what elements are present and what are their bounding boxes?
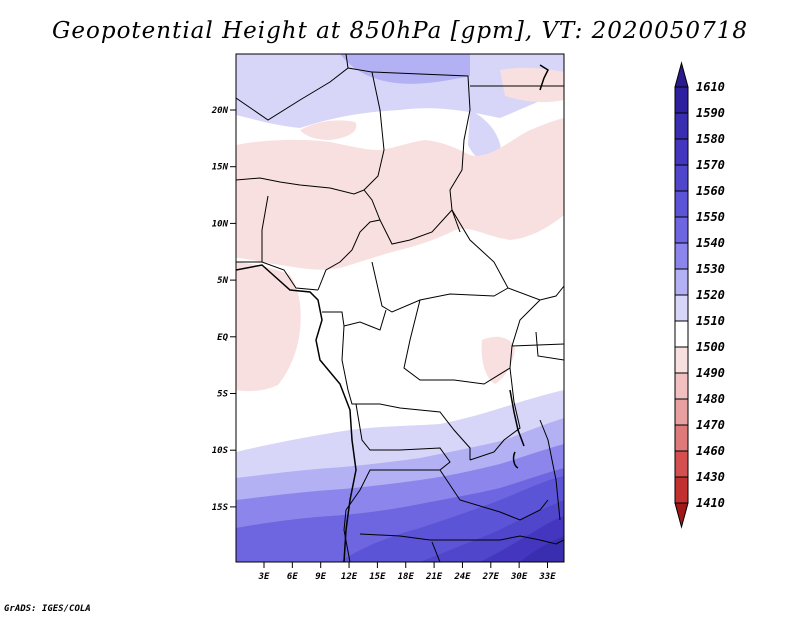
colorbar-segment — [674, 450, 689, 478]
colorbar-label: 1540 — [696, 236, 725, 250]
page-title: Geopotential Height at 850hPa [gpm], VT:… — [52, 18, 748, 44]
colorbar-segment — [674, 86, 689, 114]
colorbar-segment — [674, 268, 689, 296]
colorbar-label: 1590 — [696, 106, 725, 120]
colorbar-label: 1490 — [696, 366, 725, 380]
colorbar-segment — [674, 320, 689, 348]
country-borders — [236, 54, 564, 562]
colorbar-label: 1610 — [696, 80, 725, 94]
colorbar-label: 1550 — [696, 210, 725, 224]
lat-label: 20N — [211, 106, 229, 116]
colorbar-segment — [674, 294, 689, 322]
latitude-ticks: 20N 15N 10N 5N EQ 5S 10S 15S — [211, 106, 236, 513]
colorbar-label: 1480 — [696, 392, 725, 406]
colorbar-label: 1560 — [696, 184, 725, 198]
lat-label: 10N — [212, 219, 229, 229]
lon-label: 21E — [425, 572, 443, 582]
map-frame — [235, 53, 565, 563]
colorbar-segment — [674, 424, 689, 452]
lat-label: 5N — [217, 276, 228, 286]
colorbar-top-arrow — [674, 61, 689, 88]
lon-label: 30E — [510, 572, 528, 582]
colorbar-segment — [674, 346, 689, 374]
lon-label: 6E — [287, 572, 298, 582]
colorbar-segment — [674, 242, 689, 270]
colorbar-label: 1500 — [696, 340, 725, 354]
lon-label: 27E — [482, 572, 500, 582]
colorbar-segment — [674, 138, 689, 166]
colorbar-label: 1460 — [696, 444, 725, 458]
colorbar-segment — [674, 372, 689, 400]
coastline — [236, 64, 549, 562]
lat-label: 5S — [217, 390, 228, 400]
colorbar-segment — [674, 476, 689, 504]
lat-label: 15S — [212, 503, 229, 513]
lat-label: 15N — [212, 163, 229, 173]
colorbar-label: 1580 — [696, 132, 725, 146]
grads-credit: GrADS: IGES/COLA — [4, 604, 91, 614]
colorbar-label: 1470 — [696, 418, 725, 432]
lon-label: 15E — [369, 572, 386, 582]
colorbar-segment — [674, 164, 689, 192]
lon-label: 18E — [398, 572, 415, 582]
colorbar-label: 1530 — [696, 262, 725, 276]
lat-label: EQ — [217, 333, 228, 343]
contour-fill — [236, 54, 564, 562]
lon-label: 3E — [258, 572, 270, 582]
lon-label: 24E — [453, 572, 471, 582]
lat-label: 10S — [212, 446, 229, 456]
lon-label: 33E — [538, 572, 556, 582]
colorbar-segment — [674, 190, 689, 218]
colorbar: 1610 1590 1580 1570 1560 1550 1540 1530 1520 1510… — [674, 61, 725, 529]
colorbar-label: 1410 — [696, 496, 725, 510]
colorbar-label: 1510 — [696, 314, 725, 328]
colorbar-label: 1520 — [696, 288, 725, 302]
colorbar-segment — [674, 112, 689, 140]
colorbar-segment — [674, 216, 689, 244]
longitude-ticks: 3E 6E 9E 12E 15E 18E 21E 24E 27E 30E 33E — [258, 562, 556, 582]
colorbar-label: 1570 — [696, 158, 725, 172]
lon-label: 12E — [341, 572, 358, 582]
lon-label: 9E — [315, 572, 326, 582]
colorbar-bottom-arrow — [674, 502, 689, 529]
colorbar-label: 1430 — [696, 470, 725, 484]
colorbar-segment — [674, 398, 689, 426]
